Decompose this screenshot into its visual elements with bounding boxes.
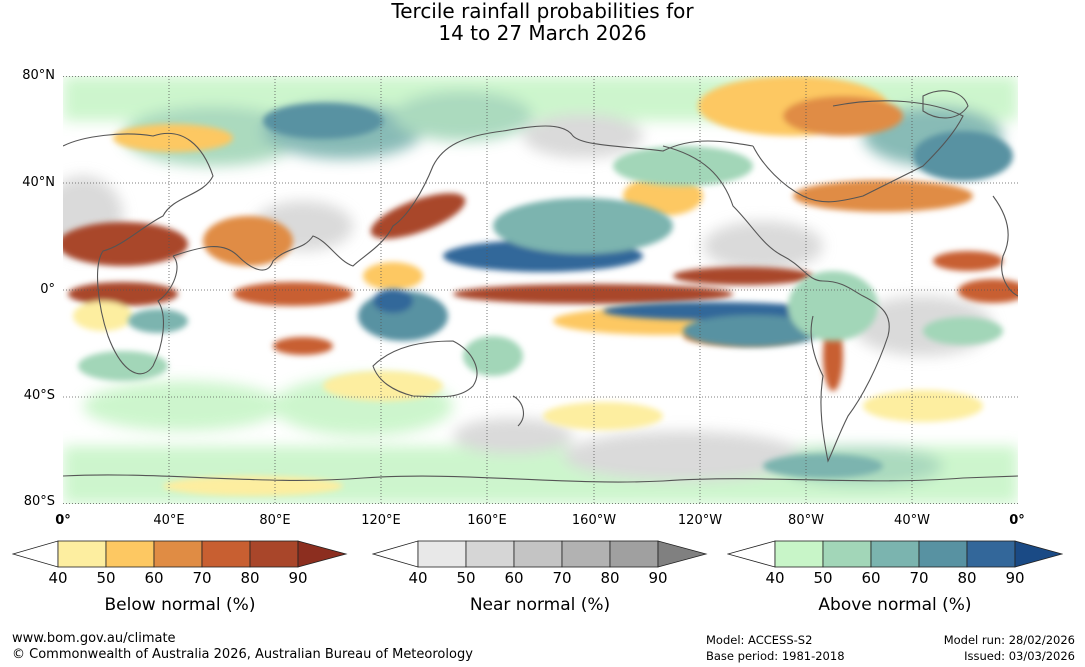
colorbar-segment: [371, 540, 419, 568]
map-title-line-2: 14 to 27 March 2026: [438, 21, 647, 45]
tick-label: 90: [288, 569, 308, 587]
colorbar-segment: [201, 540, 251, 568]
lon-label-0-right: 0°: [1009, 513, 1025, 528]
lon-label-40e: 40°E: [153, 513, 185, 528]
lon-label-80e: 80°E: [259, 513, 291, 528]
tick-label: 70: [909, 569, 929, 587]
colorbar-segment: [657, 540, 708, 568]
tick-label: 40: [48, 569, 68, 587]
footer-copyright: © Commonwealth of Australia 2026, Austra…: [12, 647, 473, 662]
rainfall-probability-map: [63, 76, 1018, 504]
colorbar-segment: [153, 540, 203, 568]
colorbar-segment: [105, 540, 155, 568]
legend-title-near-normal: Near normal (%): [469, 595, 611, 615]
lon-label-120w: 120°W: [677, 513, 723, 528]
legend-near-normal: 40 50 60 70 80 90 Near normal (%): [371, 539, 708, 619]
coastlines: [63, 90, 1018, 483]
tick-label: 50: [96, 569, 116, 587]
lat-label-80n: 80°N: [22, 68, 55, 83]
colorbar-near-normal: [371, 540, 708, 568]
tick-label: 40: [765, 569, 785, 587]
colorbar-segment: [561, 540, 611, 568]
colorbar-segment: [966, 540, 1016, 568]
lat-label-40n: 40°N: [22, 175, 55, 190]
colorbar-segment: [297, 540, 348, 568]
tick-label: 60: [504, 569, 524, 587]
footer-issued: Issued: 03/03/2026: [964, 649, 1075, 663]
tick-label: 60: [144, 569, 164, 587]
tick-label: 50: [456, 569, 476, 587]
tick-label: 70: [552, 569, 572, 587]
tick-label: 70: [192, 569, 212, 587]
colorbar-segment: [513, 540, 563, 568]
footer-model-run: Model run: 28/02/2026: [943, 633, 1075, 647]
colorbar-segment: [726, 540, 776, 568]
tick-label: 80: [240, 569, 260, 587]
lon-label-160w: 160°W: [571, 513, 617, 528]
lon-label-120e: 120°E: [361, 513, 401, 528]
colorbar-segment: [465, 540, 515, 568]
tick-label: 90: [648, 569, 668, 587]
colorbar-segment: [1014, 540, 1064, 568]
lat-label-40s: 40°S: [23, 388, 55, 403]
colorbar-segment: [822, 540, 872, 568]
tick-label: 60: [861, 569, 881, 587]
colorbar-above-normal: [726, 540, 1064, 568]
legend-below-normal: 40 50 60 70 80 90 Below normal (%): [11, 539, 348, 619]
legend-above-normal: 40 50 60 70 80 90 Above normal (%): [726, 539, 1064, 619]
above-normal-regions: [78, 103, 1013, 478]
footer-website: www.bom.gov.au/climate: [12, 631, 176, 646]
colorbar-segment: [870, 540, 920, 568]
tick-label: 50: [813, 569, 833, 587]
tick-label: 80: [600, 569, 620, 587]
legend-title-above-normal: Above normal (%): [818, 595, 972, 615]
tick-label: 90: [1005, 569, 1025, 587]
colorbar-segment: [417, 540, 467, 568]
map-title-line-1: Tercile rainfall probabilities for: [391, 0, 694, 23]
colorbar-segment: [11, 540, 59, 568]
tick-label: 40: [408, 569, 428, 587]
footer-base-period: Base period: 1981-2018: [706, 649, 845, 663]
lon-label-40w: 40°W: [894, 513, 930, 528]
colorbar-segment: [249, 540, 299, 568]
lon-label-0-left: 0°: [55, 513, 71, 528]
lon-label-80w: 80°W: [788, 513, 824, 528]
colorbar-segment: [57, 540, 107, 568]
colorbar-segment: [609, 540, 659, 568]
map-gridlines: [63, 76, 1018, 504]
footer-model: Model: ACCESS-S2: [706, 633, 813, 647]
lat-label-80s: 80°S: [23, 494, 55, 509]
colorbar-segment: [774, 540, 824, 568]
legend-title-below-normal: Below normal (%): [104, 595, 256, 615]
colorbar-below-normal: [11, 540, 348, 568]
lat-label-0: 0°: [40, 282, 55, 297]
tick-label: 80: [957, 569, 977, 587]
lon-label-160e: 160°E: [467, 513, 507, 528]
colorbar-segment: [918, 540, 968, 568]
